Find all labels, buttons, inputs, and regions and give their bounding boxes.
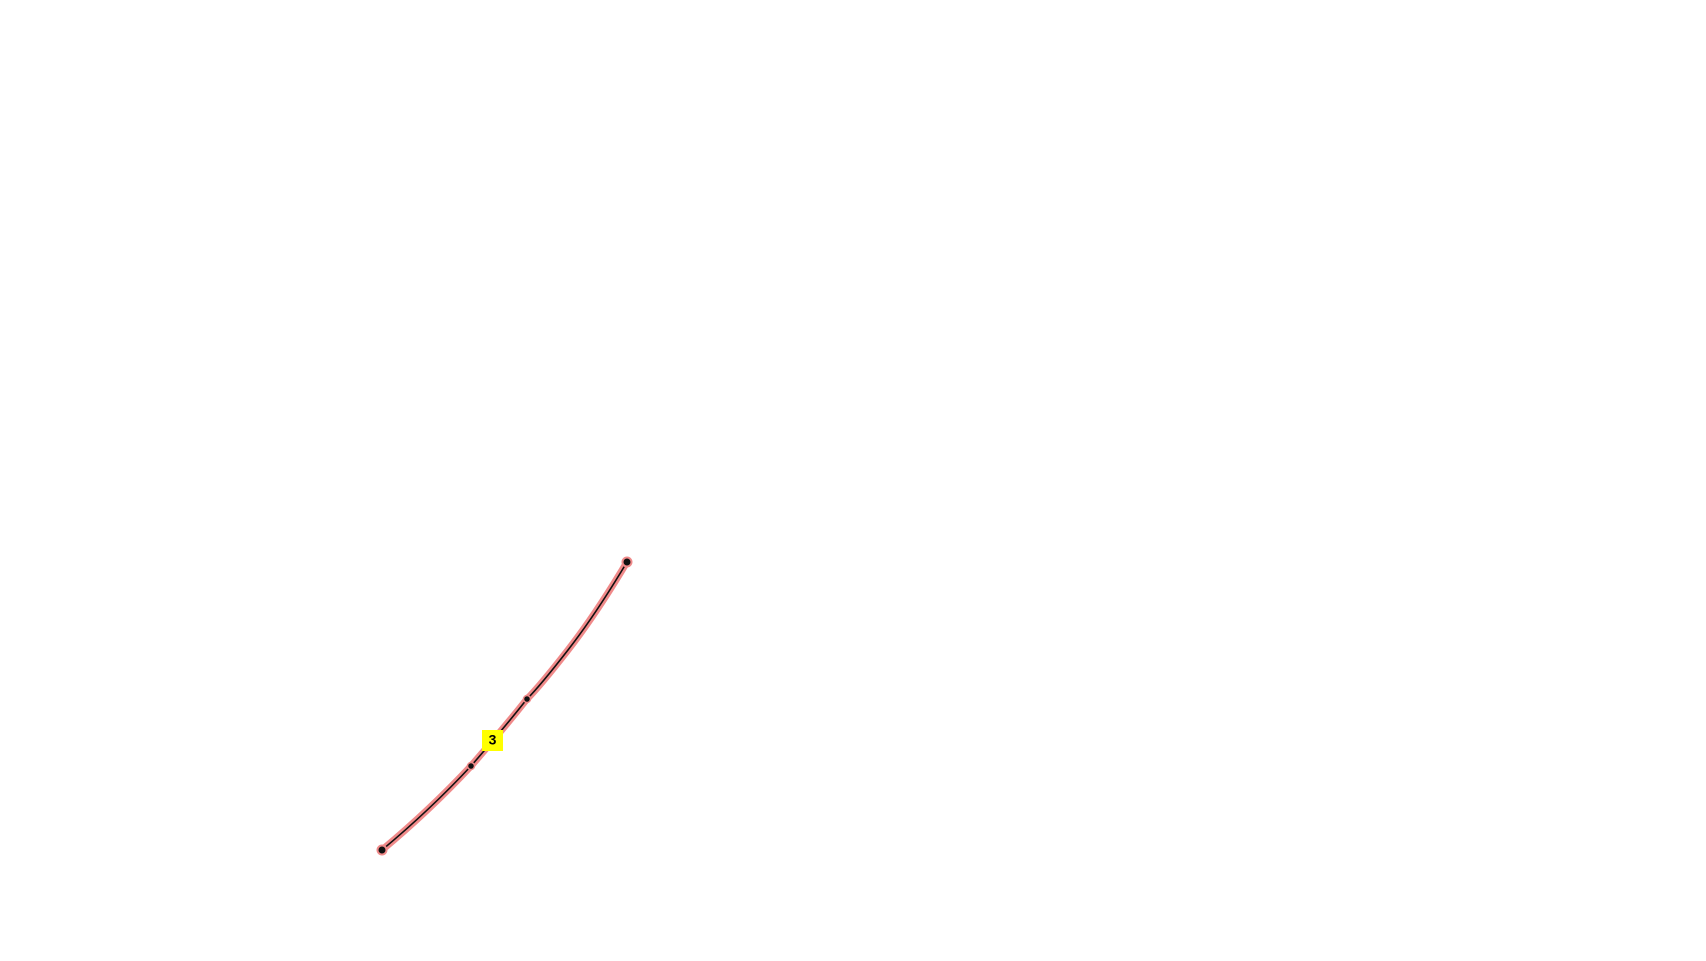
path-endpoint (376, 844, 388, 856)
label-badge (482, 730, 503, 751)
label-text: 3 (489, 732, 497, 748)
path-endpoint (621, 556, 633, 568)
path-annotation: 3 (376, 556, 633, 856)
path-halo (378, 558, 631, 854)
path-vertex (466, 761, 476, 771)
path-line (381, 561, 628, 851)
path-vertex (522, 694, 532, 704)
